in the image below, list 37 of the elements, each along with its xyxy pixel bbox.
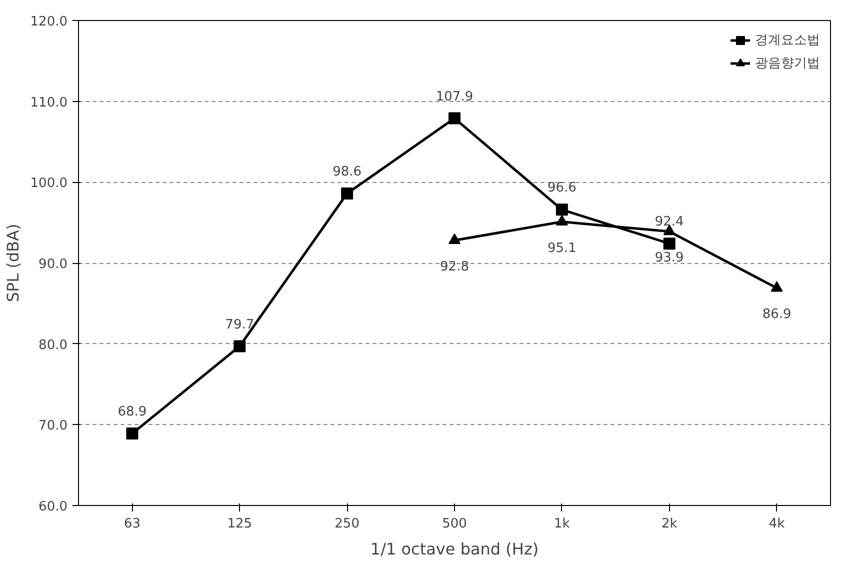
data-label: 79.7 xyxy=(225,317,254,332)
point xyxy=(341,187,354,200)
data-label: 98.6 xyxy=(332,164,362,180)
data-label: 86.9 xyxy=(762,307,792,322)
legend-label: 경계요소법 xyxy=(755,32,820,49)
x-tick-label: 2k xyxy=(661,516,678,532)
data-label: 107.9 xyxy=(436,89,474,104)
y-tick-label: 70.0 xyxy=(38,418,68,434)
data-label: 95.1 xyxy=(547,240,576,256)
point xyxy=(448,112,460,124)
x-tick-label: 1k xyxy=(554,516,570,532)
point xyxy=(448,234,460,244)
y-tick-label: 100.0 xyxy=(30,176,68,192)
data-label: 93.9 xyxy=(654,250,684,266)
x-tick-label: 125 xyxy=(227,516,252,532)
y-tick-label: 90.0 xyxy=(38,257,68,272)
data-label: 92.4 xyxy=(654,214,684,230)
legend-label: 광음향기법 xyxy=(755,55,820,72)
y-tick-label: 80.0 xyxy=(38,338,68,353)
data-label: 92.8 xyxy=(440,259,469,274)
y-tick-label: 120.0 xyxy=(30,14,68,30)
x-tick-label: 250 xyxy=(334,516,360,532)
point xyxy=(556,214,568,226)
y-tick-label: 110.0 xyxy=(30,95,68,110)
data-label: 68.9 xyxy=(118,404,147,420)
point xyxy=(770,281,783,292)
point xyxy=(663,238,676,250)
point xyxy=(126,428,138,440)
y-axis-title: SPL (dBA) xyxy=(3,224,22,302)
data-label: 96.6 xyxy=(547,180,576,196)
x-tick-label: 63 xyxy=(124,516,140,532)
x-tick-label: 4k xyxy=(768,516,786,532)
y-tick-label: 60.0 xyxy=(38,500,68,514)
x-axis-title: 1/1 octave band (Hz) xyxy=(370,540,539,558)
x-tick-label: 500 xyxy=(442,516,467,532)
point xyxy=(556,204,568,216)
point xyxy=(234,340,246,352)
